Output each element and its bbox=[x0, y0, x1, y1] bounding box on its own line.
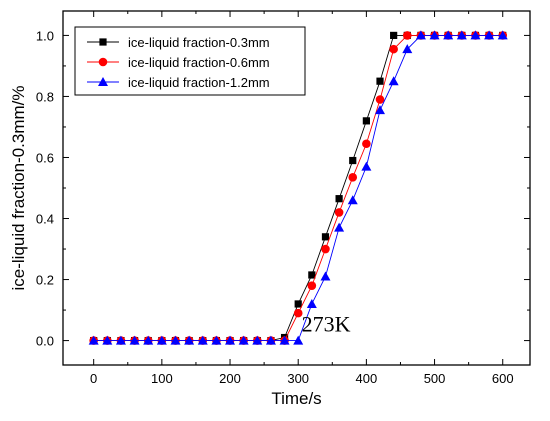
data-point bbox=[129, 335, 140, 345]
x-tick-label: 0 bbox=[90, 371, 97, 386]
y-tick-label: 0.0 bbox=[36, 334, 54, 349]
legend-marker bbox=[98, 77, 108, 86]
data-point bbox=[349, 156, 357, 165]
data-point bbox=[376, 77, 384, 85]
data-point bbox=[115, 335, 126, 345]
data-point bbox=[456, 30, 467, 40]
data-point bbox=[184, 335, 195, 345]
data-point bbox=[265, 335, 276, 345]
data-point bbox=[335, 195, 343, 203]
y-tick-label: 0.8 bbox=[36, 89, 54, 104]
data-point bbox=[470, 30, 481, 40]
data-point bbox=[390, 31, 398, 40]
data-point bbox=[88, 335, 99, 345]
data-point bbox=[197, 335, 208, 345]
data-point bbox=[293, 335, 304, 345]
data-point bbox=[170, 335, 181, 345]
axis-ticks: 0 100 200 300 400 500 600 0.0 0.2 0.4 0.6 0.8 1.0 bbox=[36, 11, 530, 386]
legend-item: ice-liquid fraction-0.6mm bbox=[87, 55, 270, 70]
data-point bbox=[321, 233, 330, 241]
y-tick-label: 0.6 bbox=[36, 150, 54, 165]
data-point bbox=[334, 208, 344, 217]
data-point bbox=[443, 30, 454, 40]
y-tick-label: 0.2 bbox=[36, 273, 54, 288]
data-point bbox=[429, 30, 440, 40]
legend-label: ice-liquid fraction-0.3mm bbox=[128, 35, 270, 50]
data-point bbox=[362, 117, 370, 125]
annotation-273k: 273K bbox=[302, 311, 351, 336]
series-layer bbox=[88, 30, 508, 345]
legend-item: ice-liquid fraction-0.3mm bbox=[87, 35, 270, 50]
data-point bbox=[388, 76, 399, 86]
data-point bbox=[307, 281, 317, 290]
data-point bbox=[321, 244, 330, 254]
x-tick-label: 500 bbox=[424, 371, 446, 386]
legend-marker bbox=[98, 57, 108, 67]
data-point bbox=[334, 222, 345, 232]
data-point bbox=[362, 139, 371, 149]
data-point bbox=[348, 173, 358, 182]
data-point bbox=[156, 335, 167, 345]
data-point bbox=[402, 31, 412, 40]
x-tick-label: 100 bbox=[151, 371, 173, 386]
data-point bbox=[497, 30, 508, 40]
legend-marker bbox=[99, 38, 107, 46]
legend-box bbox=[74, 26, 306, 96]
data-point bbox=[402, 44, 413, 54]
data-point bbox=[347, 195, 358, 205]
data-point bbox=[252, 335, 263, 345]
data-point bbox=[143, 335, 154, 345]
y-tick-label: 1.0 bbox=[36, 28, 54, 43]
data-point bbox=[484, 30, 495, 40]
x-axis-title: Time/s bbox=[271, 389, 321, 408]
y-tick-label: 0.4 bbox=[36, 212, 54, 227]
data-point bbox=[361, 161, 372, 171]
data-point bbox=[225, 335, 236, 345]
legend-item: ice-liquid fraction-1.2mm bbox=[87, 75, 270, 90]
data-point bbox=[238, 335, 249, 345]
data-point bbox=[294, 300, 302, 308]
data-point bbox=[102, 335, 113, 345]
data-point bbox=[375, 95, 385, 104]
x-tick-label: 600 bbox=[492, 371, 514, 386]
data-point bbox=[306, 298, 317, 308]
y-axis-title: ice-liquid fraction-0.3mm/% bbox=[9, 85, 28, 290]
data-point bbox=[389, 44, 398, 54]
series-3 bbox=[88, 30, 508, 345]
legend: ice-liquid fraction-0.3mm ice-liquid frac… bbox=[74, 26, 306, 96]
x-tick-label: 200 bbox=[219, 371, 241, 386]
x-tick-label: 400 bbox=[356, 371, 378, 386]
data-point bbox=[375, 105, 386, 115]
data-point bbox=[320, 271, 331, 281]
legend-label: ice-liquid fraction-1.2mm bbox=[128, 75, 270, 90]
data-point bbox=[211, 335, 222, 345]
x-tick-label: 300 bbox=[287, 371, 309, 386]
data-point bbox=[415, 30, 426, 40]
data-point bbox=[293, 308, 303, 318]
legend-label: ice-liquid fraction-0.6mm bbox=[128, 55, 270, 70]
data-point bbox=[308, 271, 316, 279]
data-point bbox=[279, 335, 290, 345]
